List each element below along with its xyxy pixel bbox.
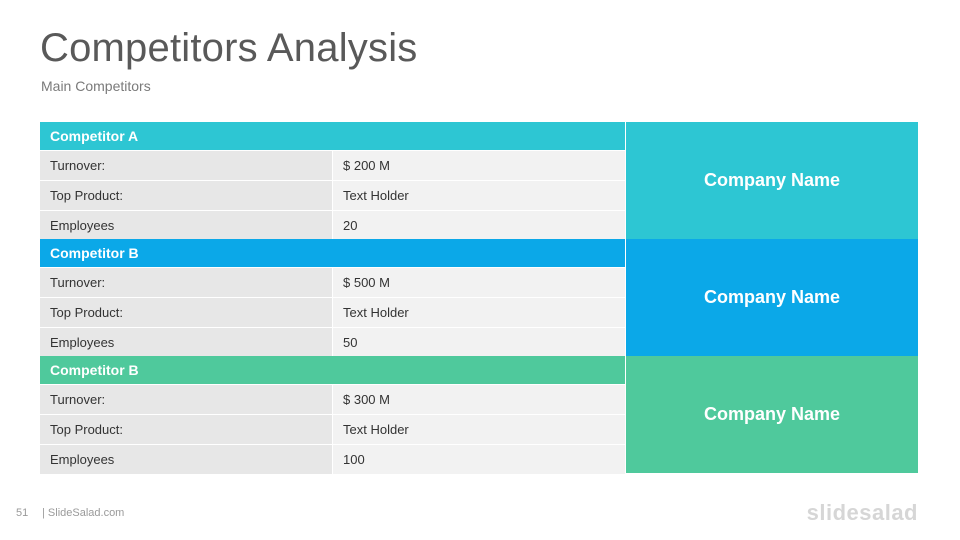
company-name-cell: Company Name bbox=[626, 356, 918, 473]
table-row: Employees 20 bbox=[40, 211, 625, 240]
table-row: Employees 50 bbox=[40, 328, 625, 357]
competitor-header: Competitor B bbox=[40, 356, 625, 384]
page-title: Competitors Analysis bbox=[40, 26, 418, 70]
row-value: $ 300 M bbox=[333, 385, 625, 414]
footer-site-link: | SlideSalad.com bbox=[42, 507, 125, 519]
competitor-header: Competitor A bbox=[40, 122, 625, 150]
table-row: Turnover: $ 500 M bbox=[40, 268, 625, 297]
table-row: Top Product: Text Holder bbox=[40, 415, 625, 444]
table-row: Turnover: $ 200 M bbox=[40, 151, 625, 180]
page-subtitle: Main Competitors bbox=[41, 78, 151, 94]
competitors-table: Competitor A Turnover: $ 200 M Top Produ… bbox=[40, 122, 918, 474]
row-value: Text Holder bbox=[333, 298, 625, 327]
row-value: $ 200 M bbox=[333, 151, 625, 180]
row-value: Text Holder bbox=[333, 415, 625, 444]
row-value: $ 500 M bbox=[333, 268, 625, 297]
row-label: Top Product: bbox=[40, 181, 332, 210]
competitor-details: Competitor B Turnover: $ 500 M Top Produ… bbox=[40, 239, 625, 357]
brand-logo: slidesalad bbox=[806, 500, 918, 525]
competitor-details: Competitor B Turnover: $ 300 M Top Produ… bbox=[40, 356, 625, 474]
competitor-block-c: Competitor B Turnover: $ 300 M Top Produ… bbox=[40, 356, 918, 474]
table-row: Top Product: Text Holder bbox=[40, 181, 625, 210]
row-label: Turnover: bbox=[40, 268, 332, 297]
company-name-cell: Company Name bbox=[626, 122, 918, 239]
row-label: Turnover: bbox=[40, 151, 332, 180]
page-number: 51 bbox=[16, 507, 29, 519]
competitor-details: Competitor A Turnover: $ 200 M Top Produ… bbox=[40, 122, 625, 240]
table-row: Turnover: $ 300 M bbox=[40, 385, 625, 414]
competitor-block-a: Competitor A Turnover: $ 200 M Top Produ… bbox=[40, 122, 918, 240]
company-name-cell: Company Name bbox=[626, 239, 918, 356]
table-row: Employees 100 bbox=[40, 445, 625, 474]
table-row: Top Product: Text Holder bbox=[40, 298, 625, 327]
row-value: 100 bbox=[333, 445, 625, 474]
row-label: Turnover: bbox=[40, 385, 332, 414]
row-value: 50 bbox=[333, 328, 625, 357]
row-label: Top Product: bbox=[40, 298, 332, 327]
row-label: Employees bbox=[40, 445, 332, 474]
row-value: 20 bbox=[333, 211, 625, 240]
row-label: Top Product: bbox=[40, 415, 332, 444]
row-label: Employees bbox=[40, 211, 332, 240]
row-value: Text Holder bbox=[333, 181, 625, 210]
competitor-block-b: Competitor B Turnover: $ 500 M Top Produ… bbox=[40, 239, 918, 357]
row-label: Employees bbox=[40, 328, 332, 357]
competitor-header: Competitor B bbox=[40, 239, 625, 267]
